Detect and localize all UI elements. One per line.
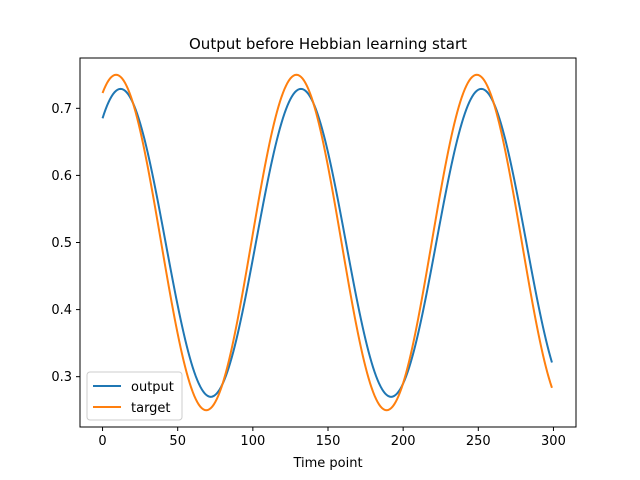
x-tick-label: 300 bbox=[541, 434, 566, 449]
legend-label-target: target bbox=[131, 401, 171, 416]
x-tick-label: 50 bbox=[169, 434, 186, 449]
chart-title: Output before Hebbian learning start bbox=[189, 35, 467, 53]
x-axis: 0 50 100 150 200 250 300 bbox=[98, 427, 566, 449]
x-axis-label: Time point bbox=[292, 456, 362, 471]
x-tick-label: 100 bbox=[240, 434, 265, 449]
legend: output target bbox=[86, 371, 183, 421]
y-tick-label: 0.4 bbox=[51, 303, 72, 318]
plot-area bbox=[79, 57, 577, 428]
legend-label-output: output bbox=[131, 380, 174, 395]
x-tick-label: 250 bbox=[466, 434, 491, 449]
x-tick-label: 0 bbox=[98, 434, 106, 449]
y-tick-label: 0.3 bbox=[51, 370, 72, 385]
series-layer bbox=[101, 73, 553, 412]
x-tick-label: 200 bbox=[391, 434, 416, 449]
y-tick-label: 0.6 bbox=[51, 169, 72, 184]
y-tick-label: 0.5 bbox=[51, 236, 72, 251]
x-tick-label: 150 bbox=[316, 434, 341, 449]
plot-background bbox=[80, 58, 576, 427]
series-line-target bbox=[101, 73, 553, 412]
y-tick-label: 0.7 bbox=[51, 102, 72, 117]
y-axis: 0.3 0.4 0.5 0.6 0.7 bbox=[51, 102, 80, 385]
series-line-output bbox=[101, 87, 553, 398]
